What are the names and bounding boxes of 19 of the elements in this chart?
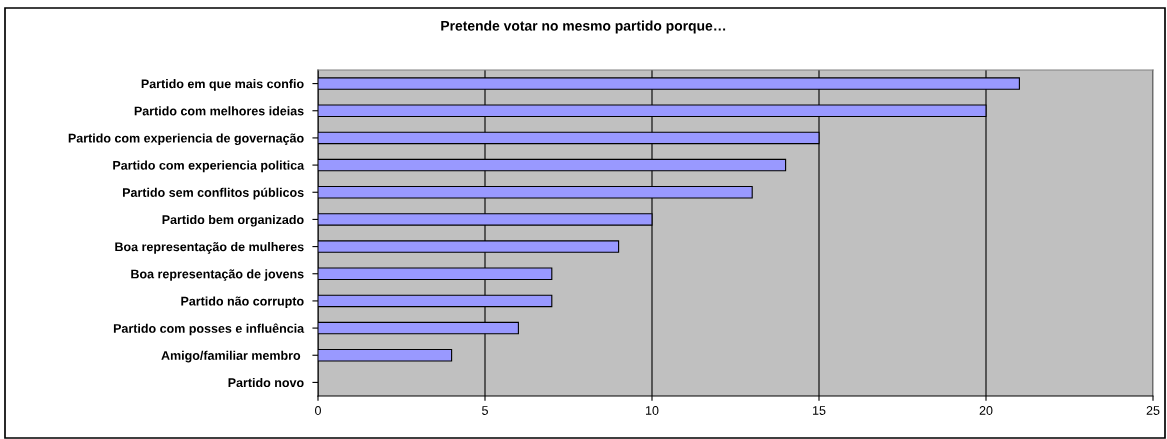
x-tick-label: 5 bbox=[482, 406, 488, 415]
y-tick-label: Partido com experiencia politica bbox=[113, 160, 305, 173]
y-tick-label: Partido novo bbox=[228, 377, 304, 388]
x-tick-label: 0 bbox=[315, 406, 321, 415]
y-tick-label: Partido com melhores ideias bbox=[134, 106, 304, 116]
y-tick-label: Partido com posses e influência bbox=[113, 323, 305, 336]
y-tick-label: Boa representação de mulheres bbox=[115, 242, 304, 254]
x-tick-label: 15 bbox=[813, 406, 826, 415]
x-tick-label: 20 bbox=[979, 406, 993, 415]
y-tick-label: Partido com experiencia de governação bbox=[68, 133, 304, 146]
y-tick-label: Amigo/familiar membro bbox=[161, 350, 301, 363]
y-tick-label: Partido não corrupto bbox=[181, 296, 304, 309]
y-tick-label: Partido em que mais confio bbox=[141, 79, 304, 91]
y-tick-label: Boa representação de jovens bbox=[131, 269, 304, 281]
y-tick-label: Partido bem organizado bbox=[162, 214, 304, 227]
chart-title: Pretende votar no mesmo partido porque… bbox=[441, 20, 726, 34]
x-tick-label: 10 bbox=[646, 406, 659, 415]
x-tick-label: 25 bbox=[1146, 406, 1160, 415]
y-tick-label: Partido sem conflitos públicos bbox=[122, 187, 304, 200]
